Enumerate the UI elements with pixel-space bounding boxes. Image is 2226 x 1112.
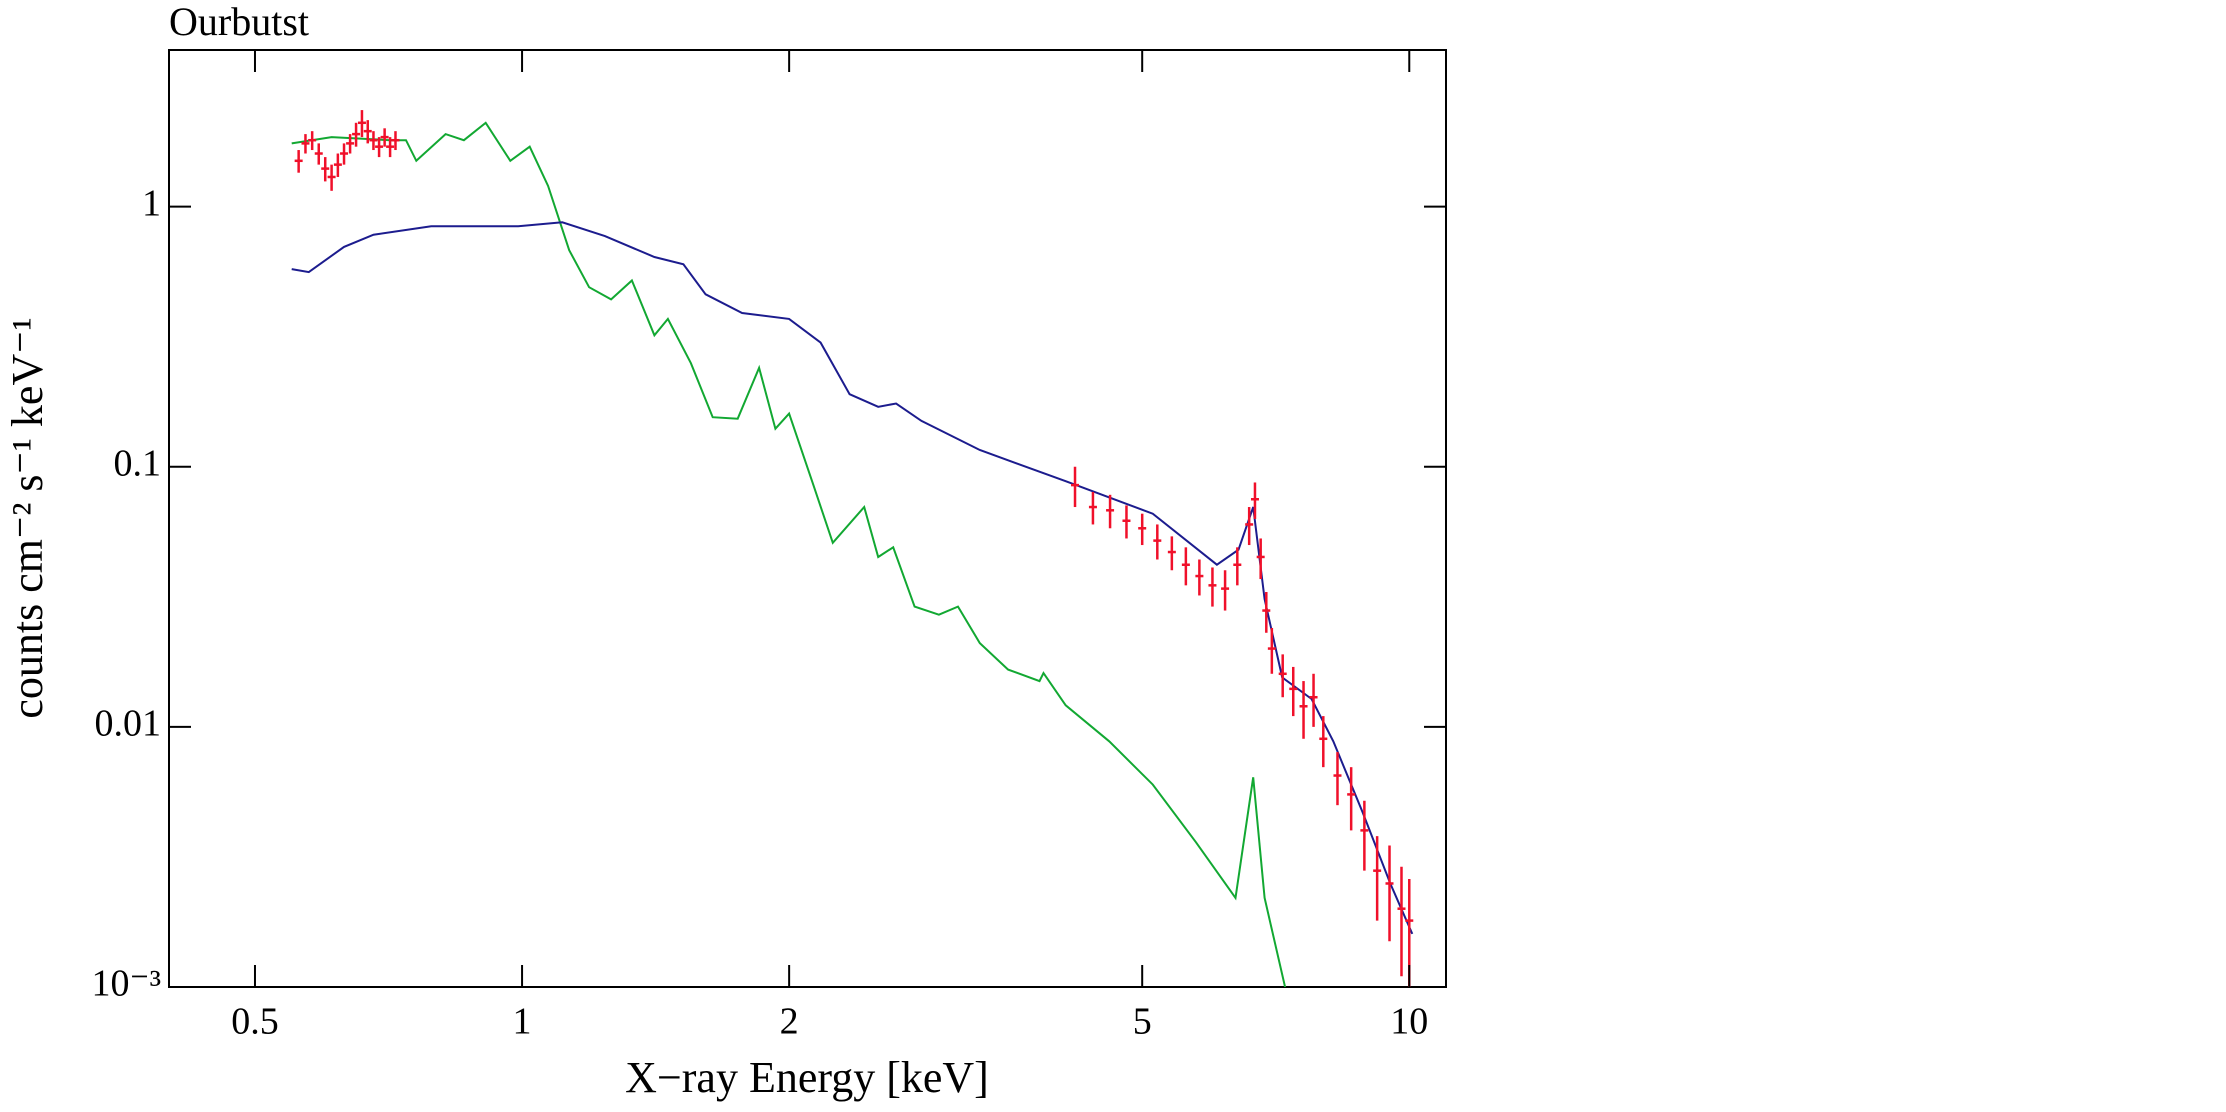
- y-tick-label: 1: [142, 182, 161, 224]
- x-tick-label: 0.5: [231, 1001, 279, 1043]
- x-tick-label: 2: [780, 1001, 799, 1043]
- plot-frame: [168, 49, 1447, 988]
- model-line: [291, 121, 1287, 987]
- x-axis-label: X−ray Energy [keV]: [625, 1053, 989, 1102]
- x-tick-label: 5: [1133, 1001, 1152, 1043]
- y-axis-label: counts cm⁻² s⁻¹ keV⁻¹: [3, 317, 52, 718]
- x-tick-label: 10: [1390, 1001, 1428, 1043]
- y-tick-label: 0.1: [114, 442, 162, 484]
- model-line: [291, 221, 1414, 935]
- y-tick-label: 0.01: [95, 703, 162, 745]
- x-tick-label: 1: [513, 1001, 532, 1043]
- chart-title: Ourbutst: [169, 0, 309, 44]
- plot-area: [291, 110, 1414, 987]
- y-tick-label: 10⁻³: [92, 963, 161, 1005]
